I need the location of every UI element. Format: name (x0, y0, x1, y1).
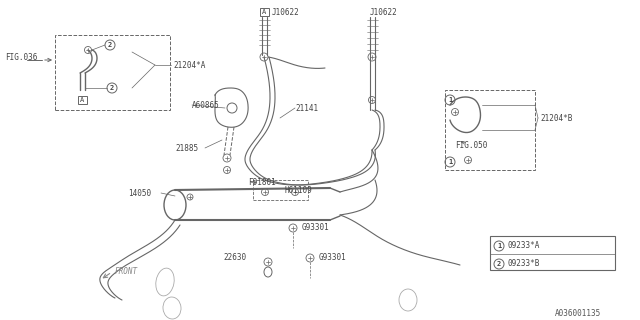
Bar (490, 236, 615, 270)
Text: A60865: A60865 (192, 100, 220, 109)
Text: 14050: 14050 (128, 188, 151, 197)
Bar (253, 180, 308, 200)
Text: FIG.036: FIG.036 (5, 52, 37, 61)
Text: 22630: 22630 (223, 253, 246, 262)
Text: G93301: G93301 (302, 223, 330, 233)
Text: G93301: G93301 (319, 253, 347, 262)
Text: 1: 1 (448, 159, 452, 165)
Text: F91801: F91801 (248, 178, 276, 187)
Text: 2: 2 (108, 42, 112, 48)
Text: A: A (262, 9, 266, 15)
Text: J10622: J10622 (370, 7, 397, 17)
Text: 09233*A: 09233*A (507, 242, 540, 251)
Text: 09233*B: 09233*B (507, 260, 540, 268)
Text: 21141: 21141 (295, 103, 318, 113)
Text: FRONT: FRONT (115, 268, 138, 276)
Bar (445, 90, 535, 170)
Text: 2: 2 (110, 85, 114, 91)
Bar (55, 35, 170, 110)
Text: 2: 2 (497, 261, 501, 267)
Text: A: A (80, 97, 84, 103)
Text: 21885: 21885 (175, 143, 198, 153)
Text: 1: 1 (497, 243, 501, 249)
Bar (77, 96, 86, 104)
Text: A036001135: A036001135 (555, 308, 601, 317)
Text: 1: 1 (448, 97, 452, 103)
Text: FIG.050: FIG.050 (455, 140, 488, 149)
Text: J10622: J10622 (272, 7, 300, 17)
Text: 21204*B: 21204*B (540, 114, 572, 123)
Bar (259, 8, 269, 16)
Text: H61109: H61109 (284, 186, 312, 195)
Text: 21204*A: 21204*A (173, 60, 205, 69)
